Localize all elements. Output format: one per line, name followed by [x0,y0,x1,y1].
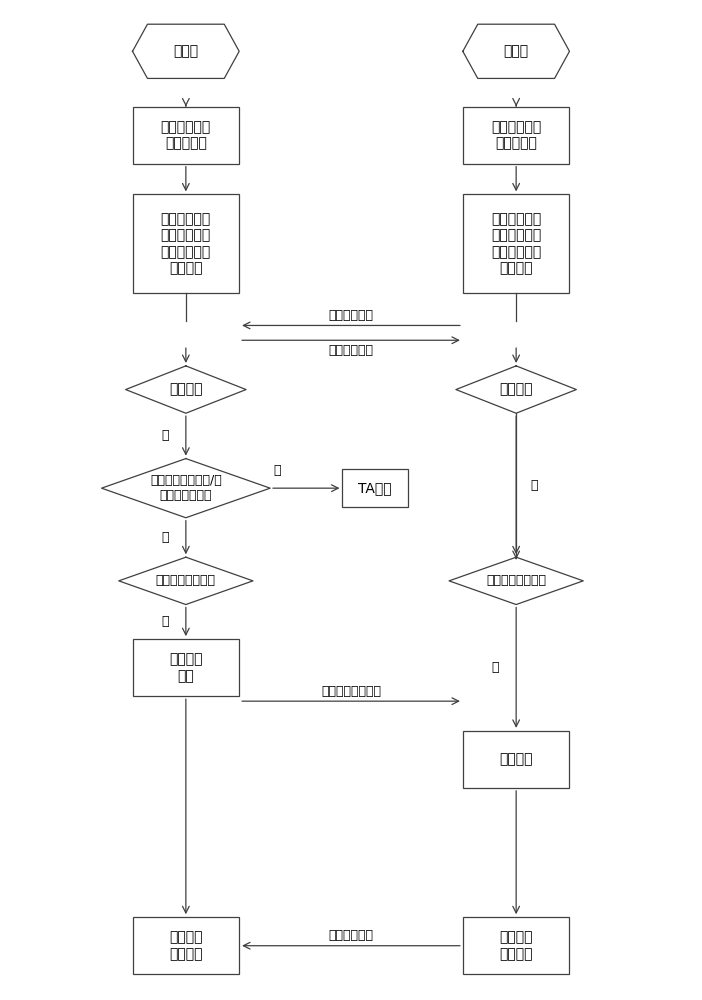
Polygon shape [463,24,569,78]
Bar [463,107,569,164]
Text: 否: 否 [274,464,281,477]
Text: 零序差动
保护动作: 零序差动 保护动作 [169,931,203,961]
Text: 保护启动: 保护启动 [499,752,533,766]
Text: 电源侧: 电源侧 [173,44,199,58]
Text: 弱馈侧: 弱馈侧 [503,44,529,58]
Text: 保护启动: 保护启动 [499,383,533,397]
Polygon shape [126,366,246,413]
Bar [133,194,239,293]
Bar [463,731,569,788]
Text: 故障分量
启动: 故障分量 启动 [169,653,203,683]
Text: 是: 是 [161,615,168,628]
Bar [343,469,408,507]
Polygon shape [449,557,583,605]
Text: 保护启动信号: 保护启动信号 [329,929,373,942]
Bar [133,639,239,696]
Text: 故障分量启动信号: 故障分量启动信号 [321,685,381,698]
Text: 是: 是 [161,429,168,442]
Polygon shape [119,557,253,605]
Text: 是: 是 [161,531,168,544]
Text: 是: 是 [491,661,499,674]
Text: 零序电流向量: 零序电流向量 [329,309,373,322]
Text: 零序差动
保护动作: 零序差动 保护动作 [499,931,533,961]
Bar [133,917,239,974]
Text: 零序正方向元件和/或
负序正方向元件: 零序正方向元件和/或 负序正方向元件 [150,474,222,502]
Text: 满足零序差动判据: 满足零序差动判据 [486,574,546,587]
Text: 计算相电流、
相电压、零负
序电流、零负
序电压等: 计算相电流、 相电压、零负 序电流、零负 序电压等 [491,212,541,275]
Bar [133,107,239,164]
Text: 满足零序差动判据: 满足零序差动判据 [156,574,216,587]
Text: 检测输电线路
电流和电压: 检测输电线路 电流和电压 [161,120,211,150]
Polygon shape [102,459,270,518]
Bar [463,917,569,974]
Text: 检测输电线路
电流和电压: 检测输电线路 电流和电压 [491,120,541,150]
Bar [463,194,569,293]
Text: 零序电流向量: 零序电流向量 [329,344,373,357]
Text: 计算相电流、
相电压、零负
序电流、零负
序电压等: 计算相电流、 相电压、零负 序电流、零负 序电压等 [161,212,211,275]
Text: TA断线: TA断线 [358,481,392,495]
Polygon shape [456,366,576,413]
Text: 否: 否 [530,479,538,492]
Text: 保护启动: 保护启动 [169,383,203,397]
Polygon shape [133,24,239,78]
